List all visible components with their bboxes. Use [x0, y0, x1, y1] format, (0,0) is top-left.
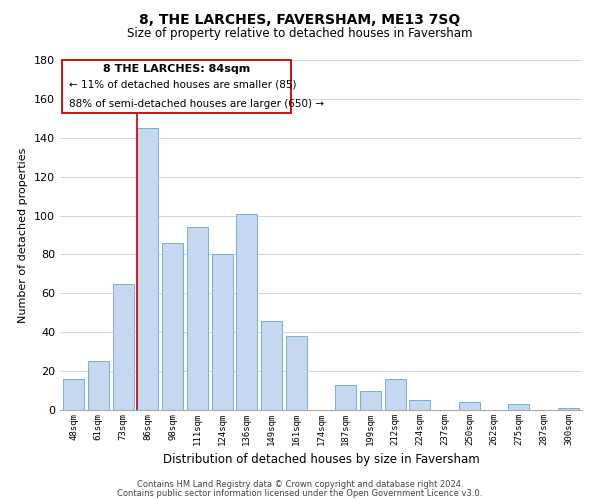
Bar	[63, 379, 84, 410]
Bar	[187, 227, 208, 410]
Bar	[137, 128, 158, 410]
Bar	[113, 284, 134, 410]
Bar	[335, 384, 356, 410]
X-axis label: Distribution of detached houses by size in Faversham: Distribution of detached houses by size …	[163, 454, 479, 466]
Bar	[162, 243, 183, 410]
Bar	[558, 408, 579, 410]
Bar	[212, 254, 233, 410]
Bar	[88, 362, 109, 410]
Bar	[286, 336, 307, 410]
Bar	[236, 214, 257, 410]
Y-axis label: Number of detached properties: Number of detached properties	[19, 148, 28, 322]
Bar	[409, 400, 430, 410]
Bar	[360, 390, 381, 410]
Text: 88% of semi-detached houses are larger (650) →: 88% of semi-detached houses are larger (…	[68, 99, 323, 109]
Bar	[385, 379, 406, 410]
FancyBboxPatch shape	[62, 60, 292, 112]
Text: Contains public sector information licensed under the Open Government Licence v3: Contains public sector information licen…	[118, 488, 482, 498]
Text: ← 11% of detached houses are smaller (85): ← 11% of detached houses are smaller (85…	[68, 80, 296, 90]
Text: 8 THE LARCHES: 84sqm: 8 THE LARCHES: 84sqm	[103, 64, 251, 74]
Bar	[261, 320, 282, 410]
Text: Contains HM Land Registry data © Crown copyright and database right 2024.: Contains HM Land Registry data © Crown c…	[137, 480, 463, 489]
Text: Size of property relative to detached houses in Faversham: Size of property relative to detached ho…	[127, 28, 473, 40]
Bar	[459, 402, 480, 410]
Bar	[508, 404, 529, 410]
Text: 8, THE LARCHES, FAVERSHAM, ME13 7SQ: 8, THE LARCHES, FAVERSHAM, ME13 7SQ	[139, 12, 461, 26]
